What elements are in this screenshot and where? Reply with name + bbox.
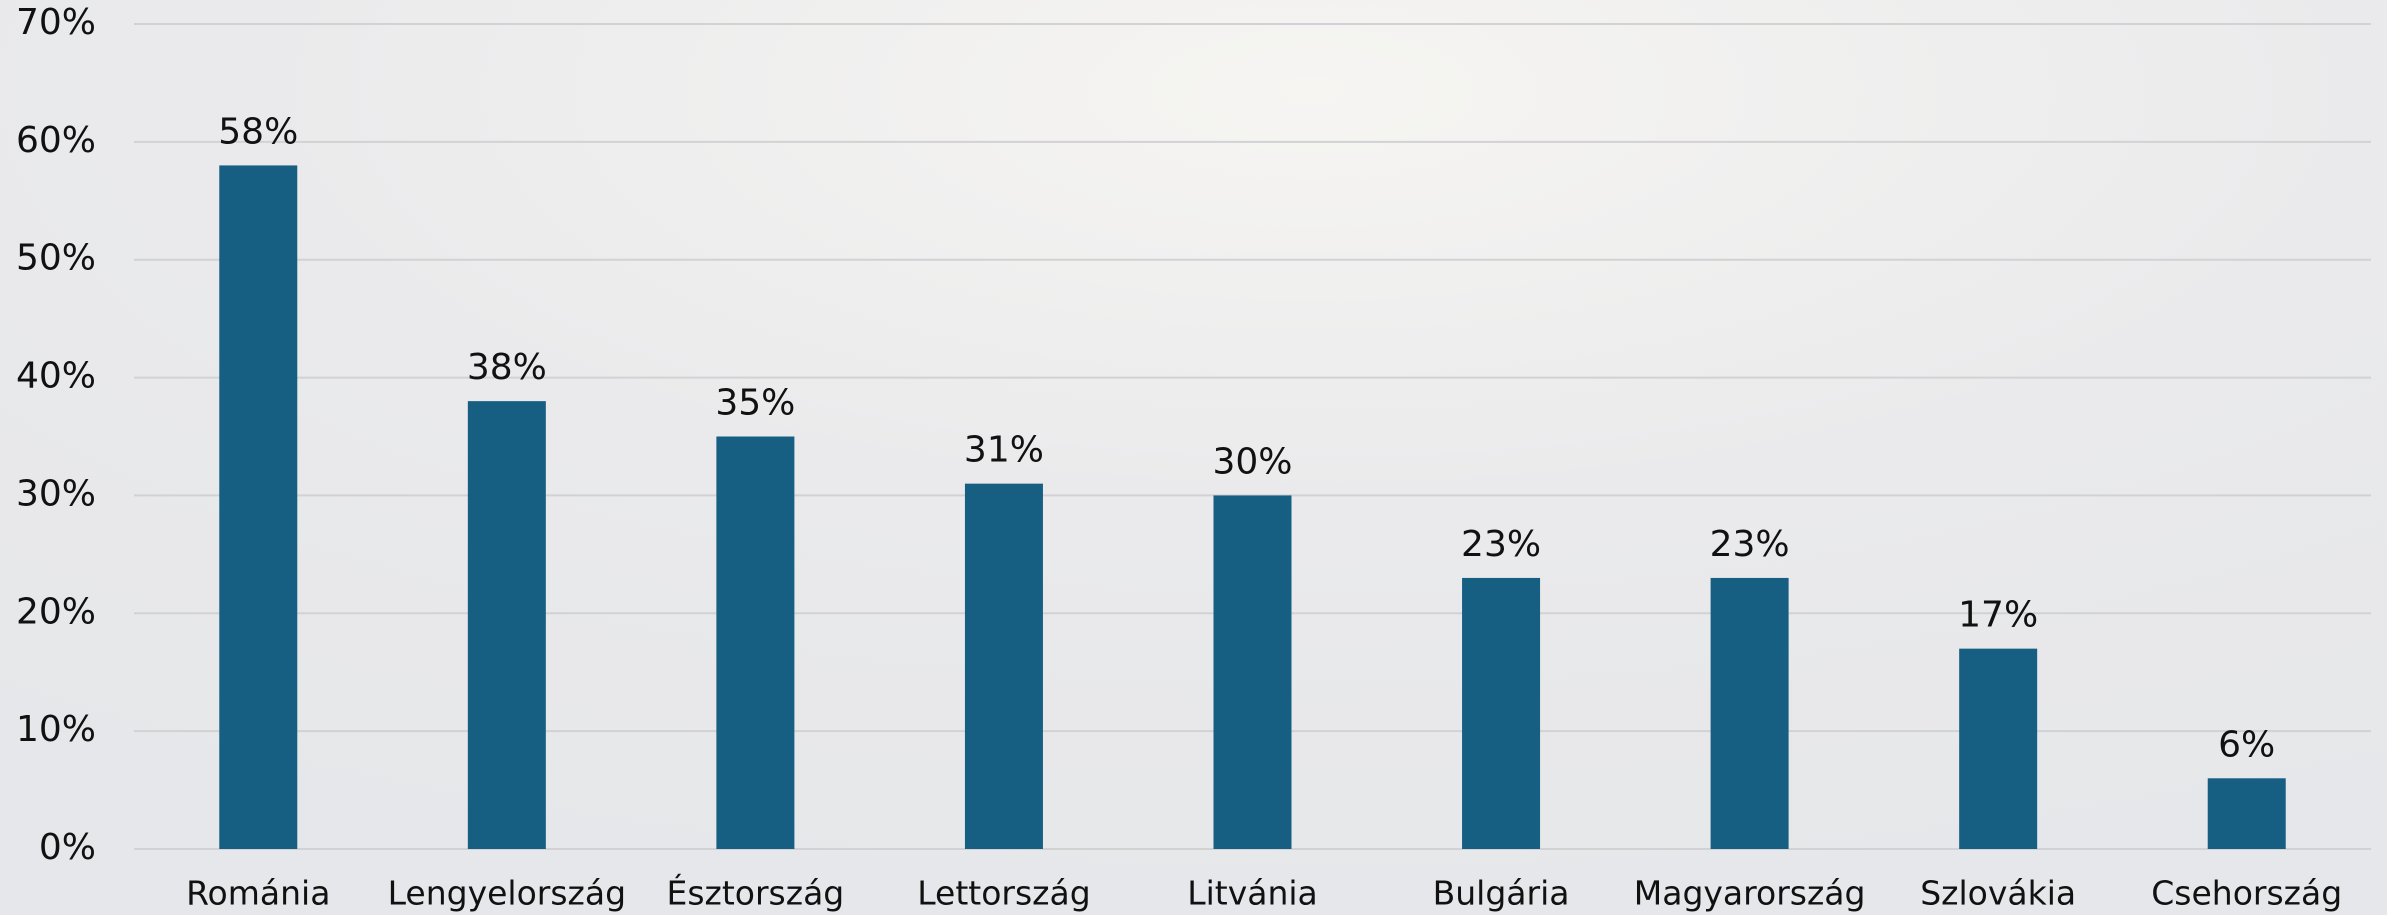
x-tick-label: Magyarország xyxy=(1634,874,1866,913)
value-label: 6% xyxy=(2218,724,2275,765)
value-label: 38% xyxy=(467,347,547,388)
bar xyxy=(1462,577,1541,849)
y-tick-label: 40% xyxy=(16,356,96,397)
bar xyxy=(716,436,795,849)
value-label: 35% xyxy=(715,383,795,424)
value-label: 31% xyxy=(964,430,1044,471)
y-tick-label: 60% xyxy=(16,120,96,161)
bar xyxy=(219,165,298,849)
y-tick-label: 10% xyxy=(16,709,96,750)
x-tick-label: Csehország xyxy=(2151,874,2342,913)
value-label: 30% xyxy=(1212,441,1292,482)
x-tick-label: Lettország xyxy=(917,874,1090,913)
bar xyxy=(964,483,1043,849)
y-tick-label: 0% xyxy=(39,827,96,868)
x-tick-label: Románia xyxy=(186,874,330,913)
bar xyxy=(467,401,546,849)
bar xyxy=(1213,495,1292,849)
bar xyxy=(1710,577,1789,849)
value-label: 23% xyxy=(1461,524,1541,565)
y-tick-label: 30% xyxy=(16,473,96,514)
x-tick-label: Bulgária xyxy=(1433,874,1570,913)
y-tick-label: 50% xyxy=(16,238,96,279)
bar xyxy=(1959,648,2038,849)
y-tick-label: 70% xyxy=(16,2,96,43)
x-tick-label: Szlovákia xyxy=(1920,874,2076,913)
bar xyxy=(2207,778,2286,849)
value-label: 23% xyxy=(1710,524,1790,565)
x-tick-label: Észtország xyxy=(667,873,845,913)
x-tick-label: Lengyelország xyxy=(388,874,626,913)
value-label: 17% xyxy=(1958,595,2038,636)
x-tick-label: Litvánia xyxy=(1187,874,1318,913)
value-label: 58% xyxy=(218,111,298,152)
y-tick-label: 20% xyxy=(16,591,96,632)
